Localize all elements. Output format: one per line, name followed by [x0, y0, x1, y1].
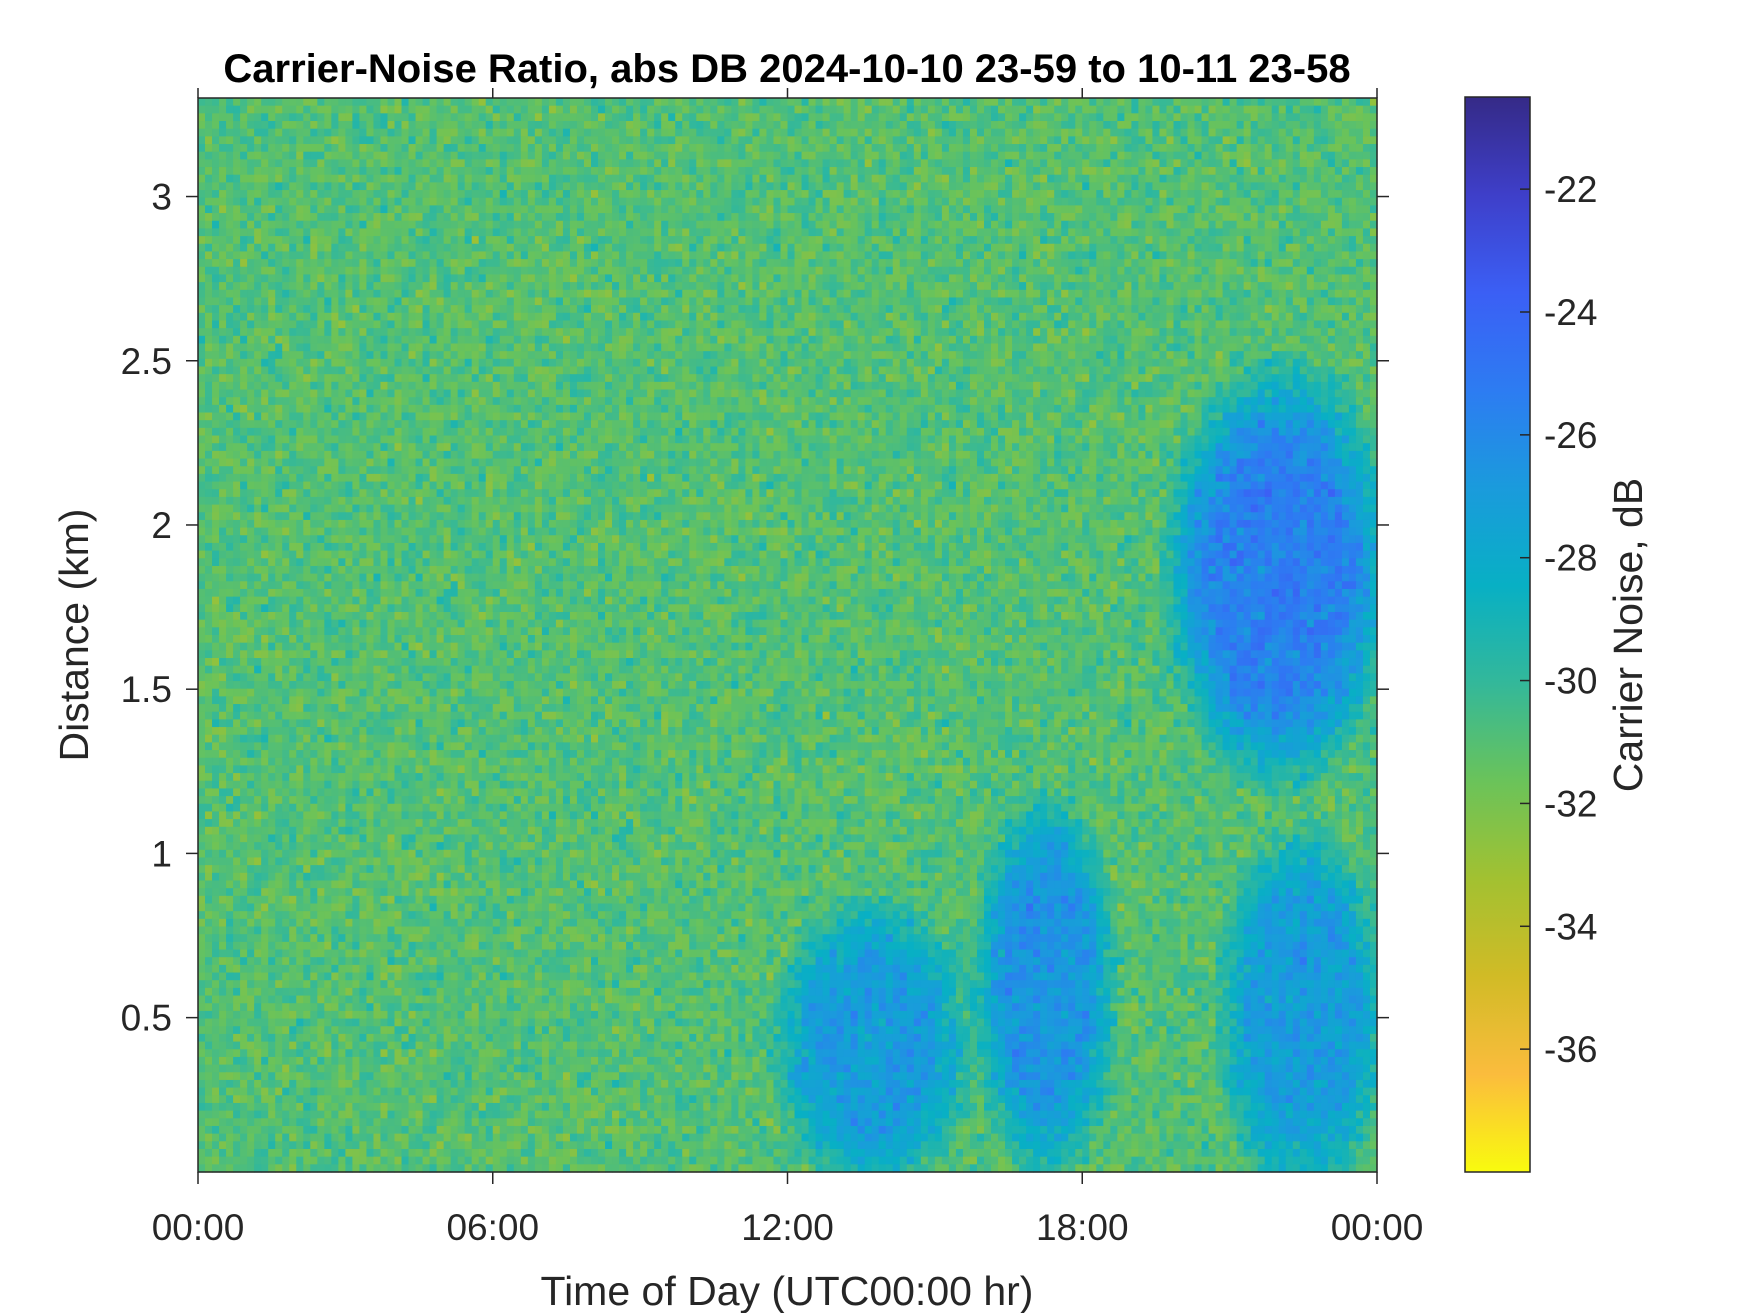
x-axis-label: Time of Day (UTC00:00 hr) [541, 1268, 1034, 1313]
colorbar [1464, 96, 1531, 1173]
y-tick-label: 0.5 [121, 998, 172, 1039]
colorbar-tick-label: -34 [1544, 906, 1597, 947]
colorbar-ticks: -22 -24 -26 -28 -30 -32 -34 -36 [1520, 169, 1597, 1070]
y-tick-label: 3 [151, 177, 172, 218]
x-axis: 00:00 06:00 12:00 18:00 00:00 [152, 88, 1424, 1248]
chart-title: Carrier-Noise Ratio, abs DB 2024-10-10 2… [223, 47, 1350, 91]
y-axis: 0.5 1 1.5 2 2.5 3 [121, 177, 1389, 1039]
colorbar-tick-label: -36 [1544, 1029, 1597, 1070]
x-tick-label: 00:00 [1331, 1207, 1424, 1248]
y-tick-label: 2.5 [121, 341, 172, 382]
colorbar-tick-label: -32 [1544, 783, 1597, 824]
x-tick-label: 18:00 [1036, 1207, 1129, 1248]
x-tick-label: 06:00 [446, 1207, 539, 1248]
colorbar-tick-label: -26 [1544, 415, 1597, 456]
y-tick-label: 1 [151, 833, 172, 874]
colorbar-tick-label: -28 [1544, 538, 1597, 579]
y-tick-label: 1.5 [121, 669, 172, 710]
y-tick-label: 2 [151, 505, 172, 546]
colorbar-tick-label: -30 [1544, 661, 1597, 702]
colorbar-label: Carrier Noise, dB [1605, 478, 1651, 792]
heatmap-cells [198, 98, 1378, 1173]
colorbar-tick-label: -22 [1544, 169, 1597, 210]
x-tick-label: 12:00 [741, 1207, 834, 1248]
colorbar-tick-label: -24 [1544, 292, 1597, 333]
x-tick-label: 00:00 [152, 1207, 245, 1248]
y-axis-label: Distance (km) [51, 509, 97, 762]
